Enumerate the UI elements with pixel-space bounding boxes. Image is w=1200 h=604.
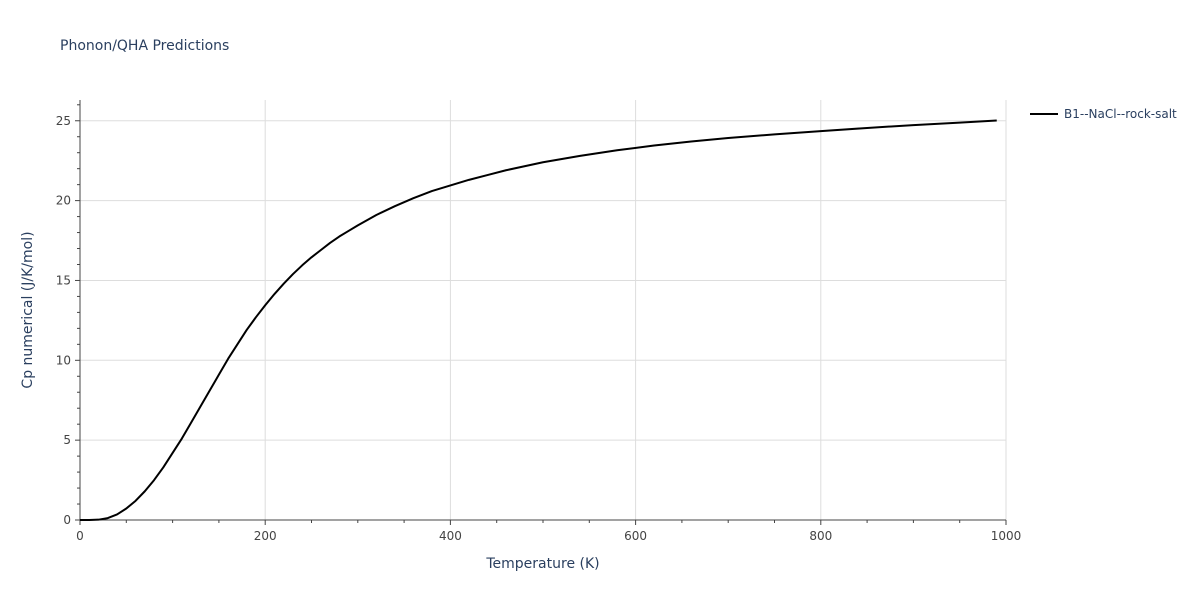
legend-label: B1--NaCl--rock-salt [1064,107,1177,121]
x-tick-label: 200 [254,529,277,543]
x-tick-label: 1000 [991,529,1022,543]
y-tick-label: 0 [63,513,71,527]
chart-title: Phonon/QHA Predictions [60,38,229,54]
series-layer [80,119,997,521]
x-tick-label: 800 [809,529,832,543]
y-tick-label: 25 [56,114,71,128]
x-tick-label: 0 [76,529,84,543]
x-tick-label: 600 [624,529,647,543]
x-tick-label: 400 [439,529,462,543]
x-axis-title: Temperature (K) [485,556,599,572]
y-tick-label: 15 [56,273,71,287]
y-tick-label: 5 [63,433,71,447]
axes: 0 200 400 600 800 1000 0 5 10 15 20 25 [56,100,1022,543]
y-axis-title: Cp numerical (J/K/mol) [20,231,36,388]
series-line-0[interactable] [80,119,997,521]
y-tick-label: 10 [56,353,71,367]
legend[interactable]: B1--NaCl--rock-salt [1030,107,1177,121]
y-tick-label: 20 [56,194,71,208]
grid [80,100,1007,520]
